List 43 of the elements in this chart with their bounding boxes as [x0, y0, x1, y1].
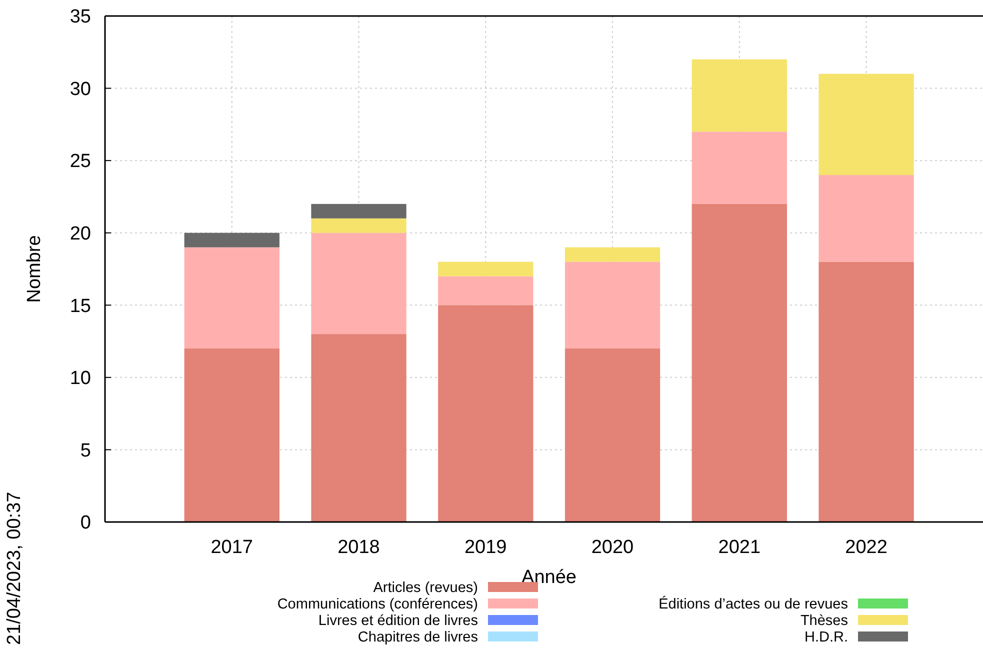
x-tick-label: 2020 [591, 537, 634, 558]
bar [564, 262, 660, 349]
bar [818, 262, 914, 522]
y-tick-label: 30 [70, 78, 91, 100]
y-axis-title: Nombre [24, 235, 45, 303]
legend-label: Livres et édition de livres [318, 613, 478, 630]
bar [184, 232, 280, 248]
bar [184, 247, 280, 349]
bar [564, 348, 660, 522]
x-tick-label: 2019 [464, 537, 507, 558]
x-tick-label: 2021 [718, 537, 761, 558]
legend-label: Communications (conférences) [277, 596, 478, 613]
legend-label: H.D.R. [804, 630, 848, 646]
bar [311, 204, 406, 218]
bar [311, 334, 406, 522]
y-tick-label: 25 [70, 151, 91, 172]
y-tick-label: 5 [80, 440, 91, 462]
bar [692, 132, 787, 204]
y-tick-label: 10 [70, 368, 91, 390]
bar [438, 276, 534, 306]
bar [692, 59, 787, 132]
y-tick-label: 35 [70, 6, 91, 28]
x-tick-label: 2022 [845, 537, 888, 558]
x-axis-title: Année [522, 567, 576, 588]
x-tick-label: 2017 [210, 537, 254, 558]
bar [818, 74, 914, 176]
y-tick-label: 0 [80, 512, 91, 534]
bar [184, 348, 280, 522]
bar [692, 204, 787, 522]
y-tick-label: 15 [70, 296, 91, 317]
bar [311, 218, 406, 233]
y-tick-label: 20 [70, 224, 91, 245]
bar [311, 232, 406, 334]
legend-label: Éditions d’actes ou de revues [658, 596, 848, 613]
text: 21/04/2023, 00:37 [4, 492, 25, 645]
legend-label: Chapitres de livres [358, 630, 478, 646]
bar [818, 175, 914, 262]
legend-label: Articles (revues) [373, 580, 478, 596]
bar [564, 247, 660, 262]
bar [438, 305, 534, 522]
bar [438, 262, 534, 276]
legend-label: Thèses [800, 613, 848, 630]
x-tick-label: 2018 [338, 537, 380, 558]
